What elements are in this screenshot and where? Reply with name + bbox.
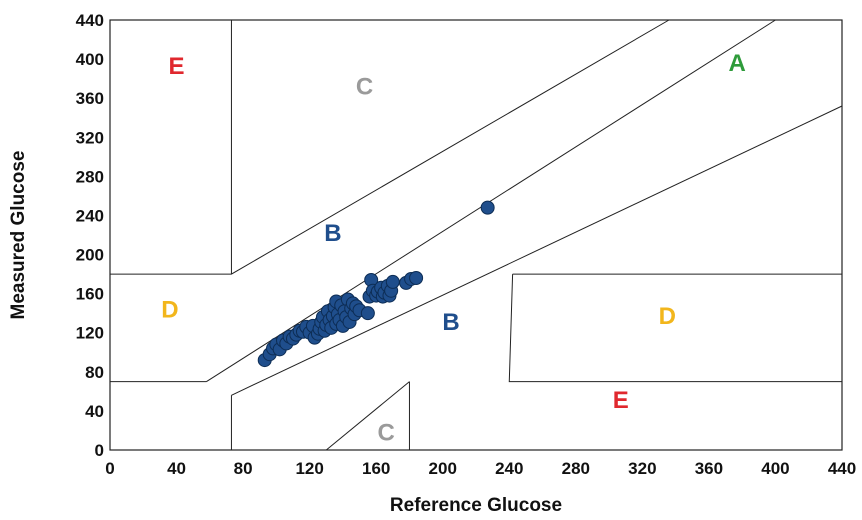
x-tick-label: 280: [562, 459, 590, 478]
zone-boundary-line: [508, 274, 842, 383]
y-tick-label: 160: [76, 285, 104, 304]
zone-label-c: C: [356, 73, 373, 100]
data-point: [409, 271, 424, 285]
x-axis-title: Reference Glucose: [390, 495, 562, 516]
zone-label-c: C: [377, 419, 394, 446]
x-tick-label: 0: [105, 459, 114, 478]
x-tick-label: 360: [695, 459, 723, 478]
zone-label-b: B: [324, 220, 341, 247]
x-tick-label: 320: [628, 459, 656, 478]
y-tick-label: 200: [76, 246, 104, 265]
y-tick-label: 320: [76, 128, 104, 147]
x-tick-label: 200: [429, 459, 457, 478]
zone-boundary-line: [231, 105, 843, 396]
zone-boundary-line: [206, 19, 776, 383]
y-tick-label: 80: [85, 363, 104, 382]
zone-boundary-line: [110, 19, 670, 275]
zone-label-b: B: [442, 309, 459, 336]
zone-labels: E C A B D B D E C: [161, 50, 746, 446]
x-tick-label: 80: [234, 459, 253, 478]
y-tick-label: 400: [76, 50, 104, 69]
y-tick-label: 440: [76, 11, 104, 30]
y-tick-label: 120: [76, 324, 104, 343]
x-tick-label: 40: [167, 459, 186, 478]
zone-label-e: E: [169, 53, 185, 80]
x-tick-label: 120: [295, 459, 323, 478]
zone-boundaries: [110, 19, 843, 451]
zone-label-d: D: [161, 296, 178, 323]
y-tick-label: 40: [85, 402, 104, 421]
zone-label-e: E: [613, 387, 629, 414]
data-point: [385, 274, 400, 289]
zone-label-a: A: [729, 50, 746, 77]
y-tick-label: 0: [95, 441, 104, 460]
x-tick-label: 440: [828, 459, 856, 478]
x-tick-label: 240: [495, 459, 523, 478]
y-axis-title: Measured Glucose: [8, 151, 29, 320]
y-tick-label: 360: [76, 89, 104, 108]
y-axis-ticks: 0 40 80 120 160 200 240 280 320 360 400 440: [76, 11, 104, 460]
data-point: [480, 200, 495, 215]
zone-boundary-line: [325, 381, 410, 451]
plot-frame: [109, 19, 843, 451]
zone-label-d: D: [659, 303, 676, 330]
x-axis-ticks: 0 40 80 120 160 200 240 280 320 360 400 440: [105, 459, 856, 478]
y-tick-label: 280: [76, 167, 104, 186]
data-points: [257, 200, 495, 368]
data-point: [360, 306, 375, 321]
y-tick-label: 240: [76, 206, 104, 225]
x-tick-label: 160: [362, 459, 390, 478]
x-tick-label: 400: [761, 459, 789, 478]
